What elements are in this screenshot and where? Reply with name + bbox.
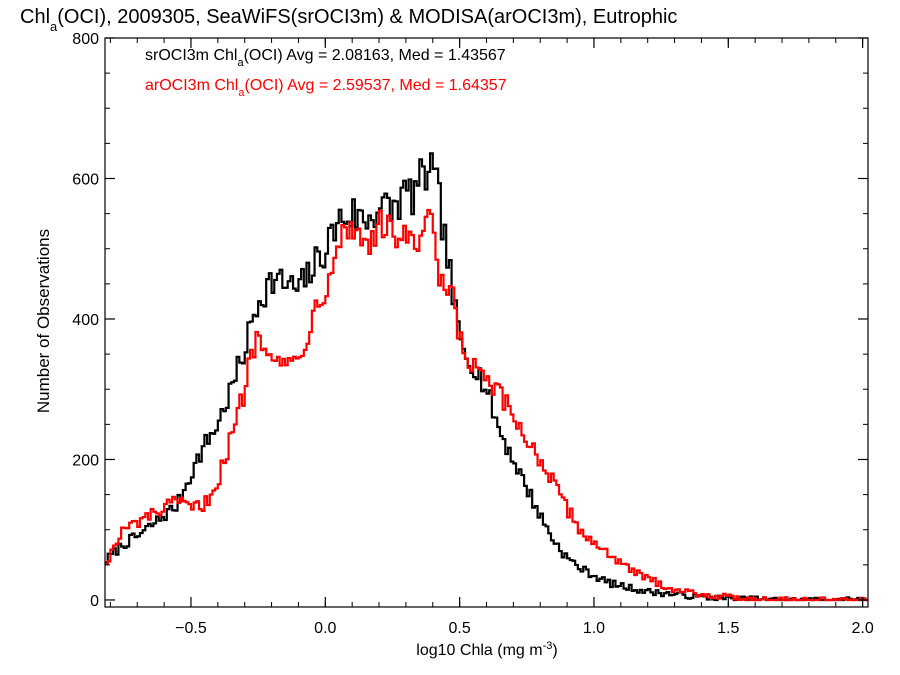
legend-entry-srOCI3m: srOCI3m Chla(OCI) Avg = 2.08163, Med = 1… (145, 47, 506, 69)
plot-frame (104, 37, 869, 608)
legend-entry-arOCI3m: arOCI3m Chla(OCI) Avg = 2.59537, Med = 1… (145, 77, 507, 99)
x-tick-label: 2.0 (852, 620, 874, 637)
y-axis-label: Number of Observations (34, 229, 53, 413)
chart-title: Chla(OCI), 2009305, SeaWiFS(srOCI3m) & M… (20, 6, 677, 34)
x-tick-label: 1.0 (583, 620, 605, 637)
x-tick-label: 0.0 (314, 620, 336, 637)
x-tick-label: −0.5 (175, 620, 207, 637)
series-arOCI3m (105, 208, 868, 602)
series-layer (105, 152, 868, 602)
y-tick-label: 800 (72, 31, 99, 48)
y-tick-label: 0 (90, 593, 99, 610)
x-tick-label: 1.5 (717, 620, 739, 637)
y-tick-label: 400 (72, 312, 99, 329)
x-axis-label: log10 Chla (mg m-3) (416, 640, 557, 659)
x-tick-label: 0.5 (449, 620, 471, 637)
y-tick-label: 200 (72, 452, 99, 469)
axes-layer: −0.5 0.0 0.5 1.0 1.5 2.0 0 200 400 600 800 (72, 31, 874, 637)
y-tick-label: 600 (72, 171, 99, 188)
